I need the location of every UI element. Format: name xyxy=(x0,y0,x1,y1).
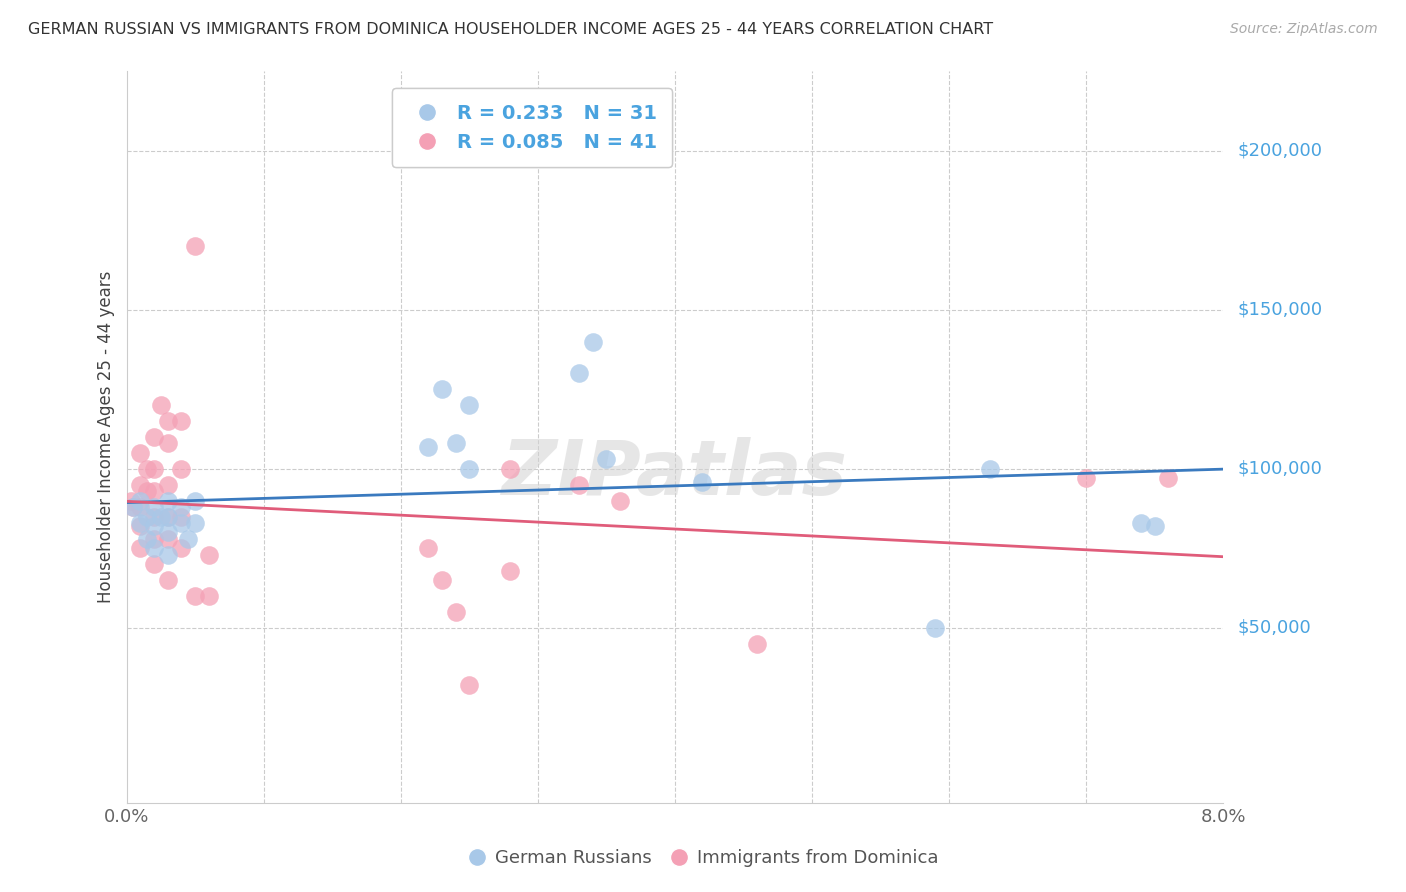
Point xyxy=(122,500,145,514)
Point xyxy=(143,519,166,533)
Point xyxy=(170,414,193,428)
Point xyxy=(444,436,467,450)
Point xyxy=(595,452,617,467)
Point xyxy=(170,500,193,514)
Point xyxy=(149,509,172,524)
Text: GERMAN RUSSIAN VS IMMIGRANTS FROM DOMINICA HOUSEHOLDER INCOME AGES 25 - 44 YEARS: GERMAN RUSSIAN VS IMMIGRANTS FROM DOMINI… xyxy=(28,22,993,37)
Point xyxy=(1076,471,1098,485)
Point xyxy=(156,493,179,508)
Point xyxy=(156,509,179,524)
Point xyxy=(156,525,179,540)
Point xyxy=(184,589,207,603)
Point xyxy=(430,383,453,397)
Point xyxy=(156,414,179,428)
Y-axis label: Householder Income Ages 25 - 44 years: Householder Income Ages 25 - 44 years xyxy=(97,271,115,603)
Point xyxy=(143,430,166,444)
Point xyxy=(129,500,152,514)
Point xyxy=(129,519,152,533)
Text: $150,000: $150,000 xyxy=(1237,301,1322,318)
Point xyxy=(979,462,1001,476)
Point xyxy=(458,462,481,476)
Point xyxy=(184,239,207,253)
Point xyxy=(197,548,219,562)
Point xyxy=(120,493,142,508)
Text: $100,000: $100,000 xyxy=(1237,460,1322,478)
Point xyxy=(197,589,219,603)
Text: Source: ZipAtlas.com: Source: ZipAtlas.com xyxy=(1230,22,1378,37)
Point xyxy=(156,573,179,587)
Point xyxy=(156,436,179,450)
Point xyxy=(136,509,159,524)
Point xyxy=(1157,471,1180,485)
Point xyxy=(458,398,481,412)
Point xyxy=(609,493,631,508)
Point xyxy=(129,446,152,460)
Point xyxy=(1130,516,1153,530)
Point xyxy=(156,477,179,491)
Point xyxy=(582,334,605,349)
Point xyxy=(143,532,166,546)
Point xyxy=(129,541,152,556)
Point xyxy=(444,605,467,619)
Point xyxy=(129,516,152,530)
Point xyxy=(499,564,522,578)
Point xyxy=(136,532,159,546)
Point xyxy=(177,532,200,546)
Point xyxy=(149,398,172,412)
Text: $50,000: $50,000 xyxy=(1237,619,1310,637)
Point xyxy=(143,509,166,524)
Point xyxy=(184,493,207,508)
Point xyxy=(156,548,179,562)
Point xyxy=(568,367,591,381)
Point xyxy=(499,462,522,476)
Legend: R = 0.233   N = 31, R = 0.085   N = 41: R = 0.233 N = 31, R = 0.085 N = 41 xyxy=(392,88,672,167)
Point xyxy=(143,462,166,476)
Point xyxy=(129,477,152,491)
Point xyxy=(745,637,768,651)
Point xyxy=(170,516,193,530)
Point xyxy=(924,621,946,635)
Point xyxy=(1143,519,1166,533)
Point xyxy=(170,541,193,556)
Point xyxy=(122,500,145,514)
Point xyxy=(170,462,193,476)
Point xyxy=(156,532,179,546)
Point xyxy=(156,509,179,524)
Text: ZIPatlas: ZIPatlas xyxy=(502,437,848,510)
Point xyxy=(143,541,166,556)
Point xyxy=(136,462,159,476)
Point xyxy=(136,484,159,499)
Text: $200,000: $200,000 xyxy=(1237,142,1322,160)
Point xyxy=(170,509,193,524)
Point xyxy=(430,573,453,587)
Point xyxy=(416,541,439,556)
Point xyxy=(692,475,714,489)
Point xyxy=(416,440,439,454)
Point xyxy=(458,678,481,692)
Point xyxy=(184,516,207,530)
Point xyxy=(143,500,166,514)
Legend: German Russians, Immigrants from Dominica: German Russians, Immigrants from Dominic… xyxy=(461,842,945,874)
Point xyxy=(568,477,591,491)
Point xyxy=(129,493,152,508)
Point xyxy=(143,558,166,572)
Point xyxy=(143,484,166,499)
